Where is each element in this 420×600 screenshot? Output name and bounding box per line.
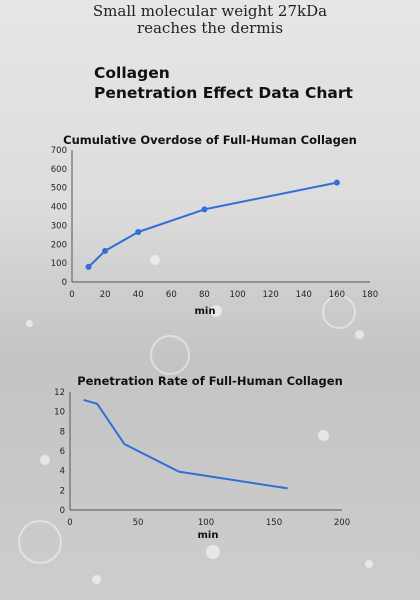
y-tick-label: 300 <box>51 221 67 231</box>
x-tick-label: 150 <box>266 518 282 528</box>
y-tick-label: 100 <box>51 259 67 269</box>
y-tick-label: 8 <box>60 427 65 437</box>
data-point <box>135 229 142 236</box>
x-tick-label: 50 <box>133 518 144 528</box>
x-tick-label: 20 <box>100 290 111 300</box>
data-point <box>85 263 92 270</box>
data-point <box>333 179 340 186</box>
series-line <box>87 181 338 268</box>
x-axis-label: min <box>195 306 216 317</box>
x-tick-label: 60 <box>166 290 177 300</box>
y-tick-label: 0 <box>60 506 65 516</box>
chart-penetration-rate: Penetration Rate of Full-Human Collagen … <box>54 374 350 541</box>
data-point <box>201 206 208 213</box>
y-tick-label: 400 <box>51 203 67 213</box>
y-tick-label: 12 <box>54 388 65 398</box>
page-title-line-2: Penetration Effect Data Chart <box>94 84 353 102</box>
x-tick-label: 180 <box>362 290 378 300</box>
x-tick-label: 100 <box>229 290 245 300</box>
series-line <box>83 398 288 490</box>
chart-cumulative-overdose: Cumulative Overdose of Full-Human Collag… <box>51 133 378 317</box>
x-tick-label: 200 <box>334 518 350 528</box>
x-tick-label: 80 <box>199 290 210 300</box>
y-tick-label: 500 <box>51 184 67 194</box>
y-tick-label: 10 <box>54 408 65 418</box>
x-tick-label: 40 <box>133 290 144 300</box>
headline: Small molecular weight 27kDa reaches the… <box>0 3 420 37</box>
y-tick-label: 700 <box>51 146 67 156</box>
y-tick-label: 2 <box>60 486 65 496</box>
x-tick-label: 160 <box>329 290 345 300</box>
chart-title: Cumulative Overdose of Full-Human Collag… <box>63 133 357 147</box>
x-axis-label: min <box>198 530 219 541</box>
headline-line-1: Small molecular weight 27kDa <box>92 2 328 20</box>
page-title-line-1: Collagen <box>94 64 170 82</box>
chart-title: Penetration Rate of Full-Human Collagen <box>77 374 343 388</box>
y-tick-label: 6 <box>60 447 65 457</box>
headline-line-2: reaches the dermis <box>136 19 284 37</box>
x-tick-label: 100 <box>198 518 214 528</box>
x-tick-label: 140 <box>296 290 312 300</box>
page-title: Collagen Penetration Effect Data Chart <box>94 63 353 103</box>
y-tick-label: 600 <box>51 165 67 175</box>
y-tick-label: 4 <box>60 467 65 477</box>
y-tick-label: 200 <box>51 240 67 250</box>
y-tick-label: 0 <box>62 278 67 288</box>
data-point <box>102 247 109 254</box>
x-tick-label: 120 <box>263 290 279 300</box>
x-tick-label: 0 <box>67 518 72 528</box>
x-tick-label: 0 <box>69 290 74 300</box>
